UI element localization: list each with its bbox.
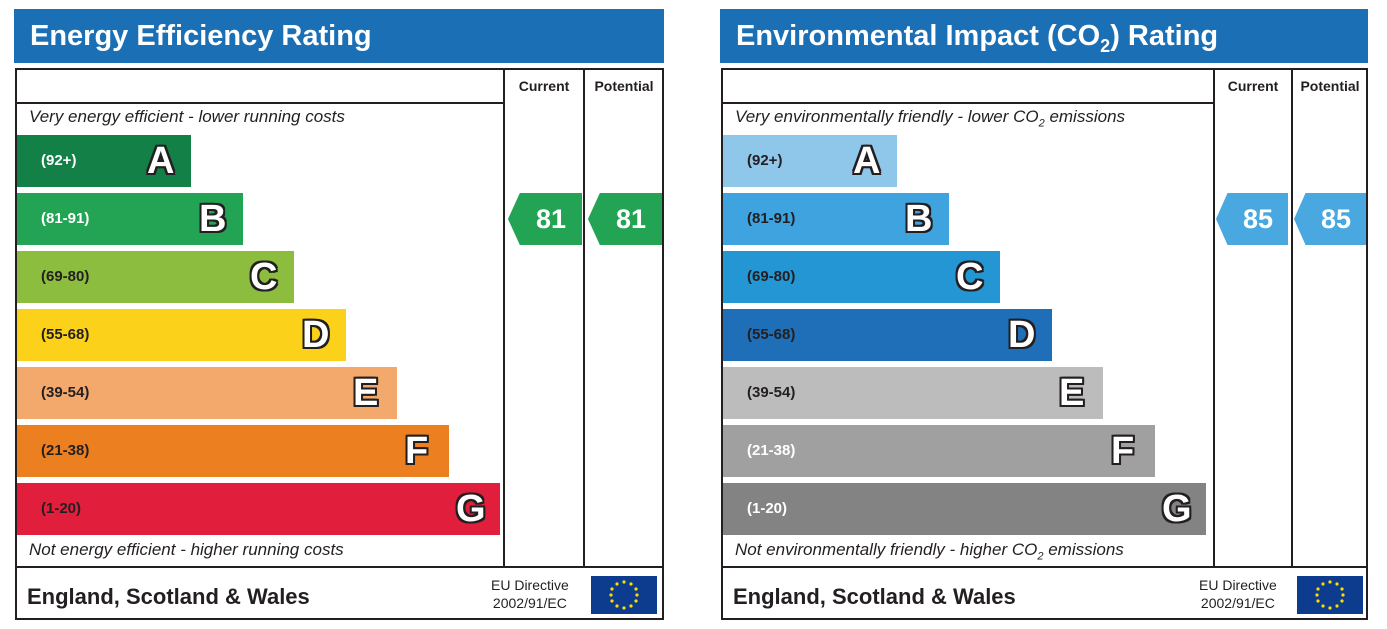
band-range-label: (69-80) bbox=[41, 268, 90, 285]
current-column-header: Current bbox=[1227, 78, 1279, 94]
bottom-caption-subscript: 2 bbox=[1037, 550, 1044, 563]
current-rating-value: 85 bbox=[1242, 204, 1274, 234]
potential-rating-arrow: 85 bbox=[1294, 193, 1366, 245]
panel-title: Environmental Impact (CO2) Rating bbox=[720, 9, 1368, 63]
current-column-header: Current bbox=[518, 78, 570, 94]
band-letter: F bbox=[405, 430, 429, 472]
band-range-label: (39-54) bbox=[747, 384, 796, 401]
band-d: (55-68) D bbox=[17, 309, 346, 361]
band-letter: E bbox=[353, 372, 379, 414]
band-b: (81-91) B bbox=[17, 193, 243, 245]
energy-efficiency-panel: Energy Efficiency Rating Current Potenti… bbox=[14, 9, 664, 620]
band-letter: G bbox=[1162, 488, 1192, 530]
band-f: (21-38) F bbox=[723, 425, 1155, 477]
band-g: (1-20) G bbox=[723, 483, 1206, 535]
band-range-label: (55-68) bbox=[747, 326, 796, 343]
current-rating-arrow: 81 bbox=[508, 193, 582, 245]
band-range-label: (39-54) bbox=[41, 384, 90, 401]
header-divider bbox=[17, 102, 503, 104]
band-letter: A bbox=[853, 140, 881, 182]
band-range-label: (69-80) bbox=[747, 268, 796, 285]
potential-rating-value: 81 bbox=[615, 204, 647, 234]
band-range-label: (92+) bbox=[41, 152, 77, 169]
top-caption: Very environmentally friendly - lower CO… bbox=[735, 107, 1125, 129]
eu-directive-line1: EU Directive bbox=[491, 577, 569, 593]
band-letter: B bbox=[199, 198, 227, 240]
potential-column-header: Potential bbox=[1300, 78, 1360, 94]
footer-region: England, Scotland & Wales bbox=[27, 584, 310, 609]
band-letter: E bbox=[1059, 372, 1085, 414]
eu-flag-icon bbox=[1297, 576, 1363, 614]
band-range-label: (81-91) bbox=[747, 210, 796, 227]
band-g: (1-20) G bbox=[17, 483, 500, 535]
footer-divider bbox=[723, 566, 1366, 568]
band-b: (81-91) B bbox=[723, 193, 949, 245]
column-divider bbox=[503, 70, 505, 568]
environmental-impact-panel: Environmental Impact (CO2) Rating Curren… bbox=[720, 9, 1368, 620]
top-caption-subscript: 2 bbox=[1038, 117, 1045, 130]
band-e: (39-54) E bbox=[17, 367, 397, 419]
eu-directive-line2: 2002/91/EC bbox=[492, 595, 567, 611]
top-caption-end: emissions bbox=[1044, 107, 1126, 126]
band-letter: A bbox=[147, 140, 175, 182]
band-range-label: (21-38) bbox=[41, 442, 90, 459]
band-range-label: (21-38) bbox=[747, 442, 796, 459]
column-divider bbox=[1213, 70, 1215, 568]
eu-directive: EU Directive 2002/91/EC bbox=[491, 576, 569, 612]
band-e: (39-54) E bbox=[723, 367, 1103, 419]
band-a: (92+) A bbox=[17, 135, 191, 187]
potential-column-header: Potential bbox=[594, 78, 654, 94]
band-letter: G bbox=[456, 488, 486, 530]
column-divider bbox=[1291, 70, 1293, 568]
band-range-label: (92+) bbox=[747, 152, 783, 169]
band-letter: B bbox=[905, 198, 933, 240]
eu-directive-line2: 2002/91/EC bbox=[1200, 595, 1275, 611]
band-d: (55-68) D bbox=[723, 309, 1052, 361]
band-c: (69-80) C bbox=[17, 251, 294, 303]
band-letter: C bbox=[250, 256, 278, 298]
band-range-label: (81-91) bbox=[41, 210, 90, 227]
chart-frame: Current Potential Very energy efficient … bbox=[15, 68, 664, 620]
bottom-caption: Not energy efficient - higher running co… bbox=[29, 540, 344, 559]
band-range-label: (1-20) bbox=[41, 500, 82, 517]
band-f: (21-38) F bbox=[17, 425, 449, 477]
bottom-caption-text: Not environmentally friendly - higher CO bbox=[735, 540, 1038, 559]
bottom-caption: Not environmentally friendly - higher CO… bbox=[735, 540, 1124, 562]
band-c: (69-80) C bbox=[723, 251, 1000, 303]
current-rating-arrow: 85 bbox=[1216, 193, 1288, 245]
panel-title-subscript: 2 bbox=[1100, 35, 1111, 56]
bottom-caption-end: emissions bbox=[1043, 540, 1124, 559]
panel-title: Energy Efficiency Rating bbox=[14, 9, 664, 63]
eu-directive: EU Directive 2002/91/EC bbox=[1199, 576, 1277, 612]
footer-region: England, Scotland & Wales bbox=[733, 584, 1016, 609]
band-letter: D bbox=[302, 314, 330, 356]
top-caption: Very energy efficient - lower running co… bbox=[29, 107, 345, 126]
header-divider bbox=[723, 102, 1213, 104]
eu-directive-line1: EU Directive bbox=[1199, 577, 1277, 593]
eu-flag-icon bbox=[591, 576, 657, 614]
top-caption-text: Very environmentally friendly - lower CO bbox=[735, 107, 1039, 126]
band-letter: C bbox=[956, 256, 984, 298]
band-range-label: (1-20) bbox=[747, 500, 788, 517]
panel-title-text: Environmental Impact (CO bbox=[736, 20, 1101, 52]
band-letter: F bbox=[1111, 430, 1135, 472]
column-divider bbox=[583, 70, 585, 568]
band-letter: D bbox=[1008, 314, 1036, 356]
band-range-label: (55-68) bbox=[41, 326, 90, 343]
footer-divider bbox=[17, 566, 662, 568]
chart-frame: Current Potential Very environmentally f… bbox=[721, 68, 1368, 620]
potential-rating-arrow: 81 bbox=[588, 193, 662, 245]
potential-rating-value: 85 bbox=[1320, 204, 1352, 234]
current-rating-value: 81 bbox=[535, 204, 567, 234]
panel-title-end: ) Rating bbox=[1110, 20, 1219, 52]
band-a: (92+) A bbox=[723, 135, 897, 187]
